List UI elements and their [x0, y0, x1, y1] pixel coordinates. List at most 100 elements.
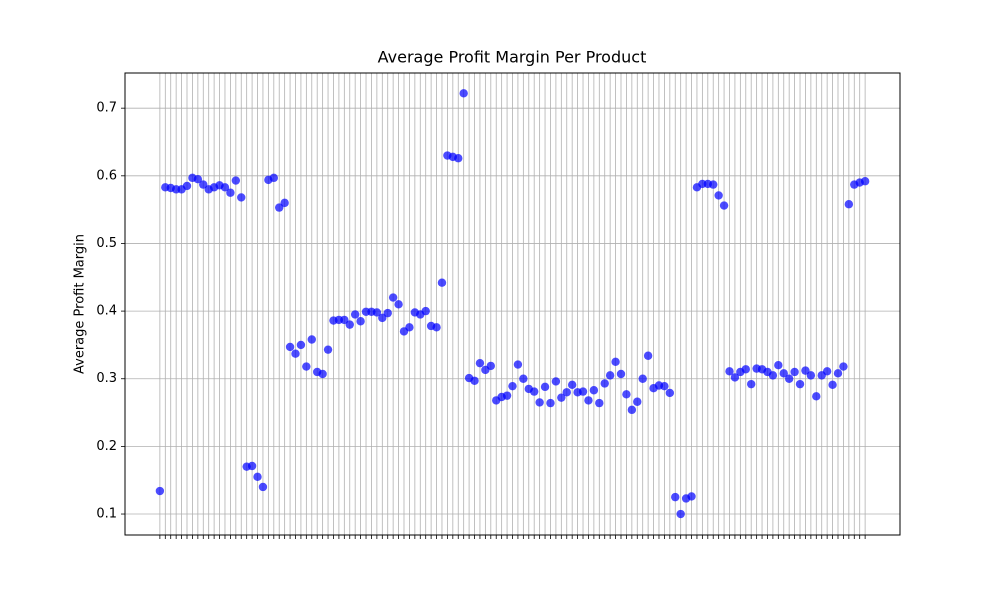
- point: [323, 345, 333, 354]
- point: [421, 306, 430, 316]
- point: [394, 300, 403, 309]
- point: [155, 486, 165, 496]
- point: [616, 369, 626, 379]
- point: [725, 367, 734, 376]
- point: [784, 374, 794, 383]
- point: [199, 180, 208, 189]
- point: [828, 380, 837, 390]
- point: [611, 357, 620, 367]
- point: [193, 174, 203, 184]
- point: [502, 391, 512, 400]
- point: [665, 388, 675, 398]
- point: [719, 201, 729, 210]
- point: [714, 191, 723, 200]
- point: [513, 360, 523, 369]
- point: [584, 396, 593, 405]
- point: [432, 323, 441, 332]
- point: [730, 373, 740, 382]
- point: [405, 323, 414, 332]
- point: [833, 369, 843, 378]
- point: [768, 371, 778, 380]
- point: [676, 509, 685, 519]
- point: [595, 398, 604, 408]
- point: [302, 362, 311, 371]
- plot-frame: [124, 72, 901, 536]
- chart-title: Average Profit Margin Per Product: [378, 48, 647, 67]
- point: [383, 308, 392, 318]
- point: [741, 365, 750, 374]
- point: [600, 379, 609, 388]
- point: [475, 358, 485, 368]
- y-tick-label: 0.1: [96, 507, 117, 522]
- point: [535, 398, 544, 407]
- point: [546, 398, 555, 408]
- point: [253, 472, 262, 482]
- point: [812, 392, 821, 401]
- point: [486, 361, 495, 371]
- point: [638, 374, 647, 383]
- point: [508, 381, 517, 391]
- y-tick-label: 0.6: [96, 168, 117, 183]
- y-tick-label: 0.2: [96, 439, 117, 454]
- point: [551, 377, 561, 386]
- point: [226, 188, 235, 197]
- point: [318, 369, 327, 379]
- y-tick-label: 0.3: [96, 371, 117, 386]
- point: [671, 492, 680, 502]
- point: [562, 388, 571, 397]
- point: [633, 397, 642, 406]
- point: [388, 293, 398, 302]
- point: [356, 317, 365, 326]
- y-tick-label: 0.4: [96, 304, 117, 319]
- point: [627, 405, 637, 415]
- y-tick-label: 0.5: [96, 236, 117, 251]
- point: [860, 177, 870, 186]
- point: [779, 369, 788, 378]
- point: [801, 366, 810, 375]
- point: [231, 176, 241, 185]
- point: [258, 482, 268, 492]
- point: [291, 349, 300, 358]
- point: [839, 362, 848, 371]
- point: [237, 193, 246, 202]
- point: [687, 492, 696, 501]
- point: [247, 461, 257, 471]
- point: [540, 382, 550, 392]
- point: [372, 308, 382, 317]
- point: [622, 390, 631, 399]
- point: [378, 313, 387, 323]
- point: [790, 367, 799, 377]
- point: [350, 310, 360, 319]
- point: [844, 200, 854, 209]
- point: [557, 393, 566, 402]
- point: [605, 371, 615, 380]
- point: [285, 342, 295, 352]
- point: [269, 173, 278, 183]
- point: [795, 379, 805, 389]
- y-axis-label: Average Profit Margin: [73, 234, 88, 374]
- point: [822, 367, 832, 376]
- point: [296, 340, 306, 350]
- point: [567, 380, 577, 390]
- point: [709, 180, 718, 189]
- point: [747, 379, 756, 389]
- point: [519, 374, 528, 383]
- y-tick-label: 0.7: [96, 101, 117, 116]
- point: [806, 371, 816, 380]
- point: [345, 320, 354, 329]
- point: [307, 335, 316, 344]
- point: [220, 183, 230, 192]
- point: [340, 315, 349, 325]
- point: [275, 203, 284, 212]
- point: [530, 387, 539, 396]
- point: [589, 386, 599, 395]
- point: [459, 89, 468, 98]
- point: [182, 181, 192, 191]
- point: [280, 198, 289, 208]
- point: [643, 351, 653, 360]
- point: [660, 381, 669, 391]
- point: [437, 278, 447, 287]
- point: [454, 154, 463, 163]
- point: [774, 361, 783, 370]
